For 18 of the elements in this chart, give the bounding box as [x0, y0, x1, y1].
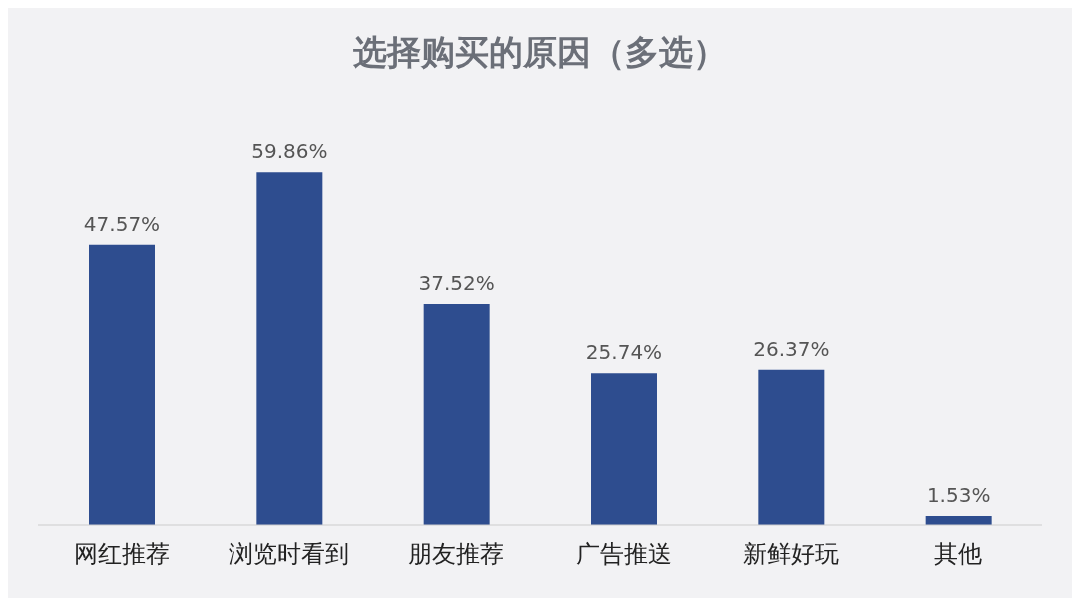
chart-title: 选择购买的原因（多选）	[352, 31, 728, 74]
data-label: 26.37%	[753, 336, 830, 361]
x-tick-label: 网红推荐	[73, 540, 170, 569]
bar	[423, 303, 490, 525]
x-tick-label: 广告推送	[575, 540, 672, 569]
x-tick-label: 新鲜好玩	[743, 540, 839, 569]
bar	[89, 244, 155, 525]
bar	[758, 369, 825, 525]
bar	[591, 373, 657, 525]
data-label: 47.57%	[83, 211, 161, 236]
x-tick-label: 其他	[934, 540, 983, 569]
bar	[256, 172, 323, 525]
data-label: 25.74%	[585, 340, 663, 365]
data-label: 59.86%	[251, 139, 328, 164]
x-tick-label: 朋友推荐	[408, 540, 505, 569]
data-label: 1.53%	[926, 482, 991, 507]
data-label: 37.52%	[418, 270, 495, 295]
x-tick-label: 浏览时看到	[229, 540, 349, 569]
